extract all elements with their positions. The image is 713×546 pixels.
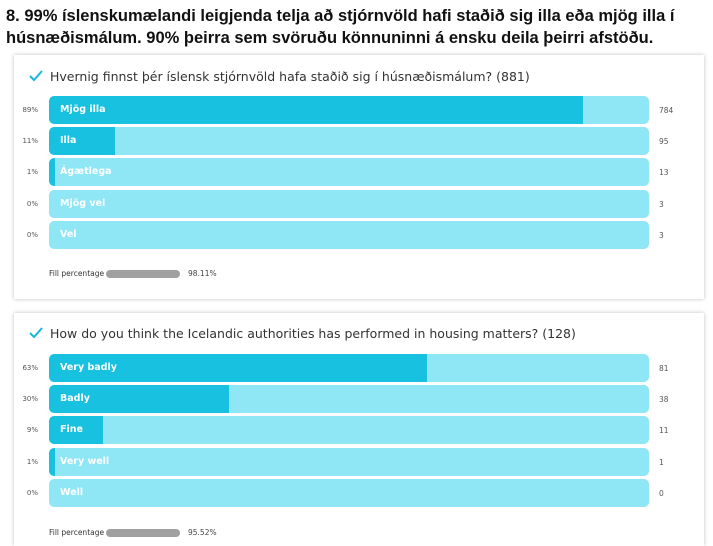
bar-track: Mjög vel (49, 190, 649, 218)
check-icon (29, 327, 43, 339)
bar-fill (49, 448, 55, 476)
count-label: 13 (659, 168, 669, 177)
percent-label: 11% (22, 137, 38, 145)
bar-track: Vel (49, 221, 649, 249)
fill-percentage-bar (106, 270, 180, 278)
bar-track: Illa (49, 127, 649, 155)
option-row: 0% Vel 3 (14, 221, 704, 249)
option-label: Mjög vel (60, 198, 106, 209)
option-label: Very well (60, 456, 110, 467)
option-row: 63% Very badly 81 (14, 354, 704, 382)
option-row: 1% Very well 1 (14, 448, 704, 476)
option-label: Fine (60, 424, 83, 435)
bar-fill (49, 385, 229, 413)
count-label: 1 (659, 458, 664, 467)
count-label: 38 (659, 395, 669, 404)
bar-track: Badly (49, 385, 649, 413)
bar-fill (49, 158, 55, 186)
bar-track: Very badly (49, 354, 649, 382)
option-label: Well (60, 487, 84, 498)
fill-percentage-label: Fill percentage (49, 528, 105, 537)
page-heading: 8. 99% íslenskumælandi leigjenda telja a… (6, 5, 706, 49)
count-label: 0 (659, 489, 664, 498)
percent-label: 0% (26, 200, 38, 208)
option-label: Very badly (60, 362, 117, 373)
percent-label: 1% (26, 168, 38, 176)
heading-line-2: húsnæðismálum. 90% þeirra sem svöruðu kö… (6, 29, 654, 47)
percent-label: 1% (26, 458, 38, 466)
percent-label: 0% (26, 231, 38, 239)
count-label: 784 (659, 106, 674, 115)
option-row: 0% Well 0 (14, 479, 704, 507)
count-label: 95 (659, 137, 669, 146)
option-label: Ágætlega (60, 166, 112, 177)
bar-fill (49, 96, 583, 124)
bar-track: Very well (49, 448, 649, 476)
option-label: Illa (60, 135, 77, 146)
option-row: 11% Illa 95 (14, 127, 704, 155)
bar-track: Ágætlega (49, 158, 649, 186)
percent-label: 63% (22, 364, 38, 372)
option-row: 9% Fine 11 (14, 416, 704, 444)
count-label: 3 (659, 231, 664, 240)
percent-label: 0% (26, 489, 38, 497)
question-title: How do you think the Icelandic authoriti… (50, 326, 576, 341)
fill-percentage-label: Fill percentage (49, 269, 105, 278)
option-row: 30% Badly 38 (14, 385, 704, 413)
bar-track: Mjög illa (49, 96, 649, 124)
fill-percentage-value: 98.11% (188, 269, 217, 278)
option-row: 1% Ágætlega 13 (14, 158, 704, 186)
heading-line-1: 8. 99% íslenskumælandi leigjenda telja a… (6, 7, 675, 25)
fill-percentage-bar (106, 529, 180, 537)
option-label: Vel (60, 229, 77, 240)
percent-label: 89% (22, 106, 38, 114)
bar-track: Fine (49, 416, 649, 444)
bar-fill (49, 354, 427, 382)
chart-panel-english: How do you think the Icelandic authoriti… (14, 313, 704, 546)
bar-fill (49, 127, 115, 155)
option-label: Mjög illa (60, 104, 106, 115)
percent-label: 9% (26, 426, 38, 434)
question-title: Hvernig finnst þér íslensk stjórnvöld ha… (50, 69, 530, 84)
option-label: Badly (60, 393, 90, 404)
percent-label: 30% (22, 395, 38, 403)
count-label: 3 (659, 200, 664, 209)
count-label: 11 (659, 426, 669, 435)
chart-panel-icelandic: Hvernig finnst þér íslensk stjórnvöld ha… (14, 55, 704, 299)
fill-percentage-value: 95.52% (188, 528, 217, 537)
bar-track: Well (49, 479, 649, 507)
option-row: 89% Mjög illa 784 (14, 96, 704, 124)
bar-fill (49, 416, 103, 444)
count-label: 81 (659, 364, 669, 373)
option-row: 0% Mjög vel 3 (14, 190, 704, 218)
check-icon (29, 70, 43, 82)
